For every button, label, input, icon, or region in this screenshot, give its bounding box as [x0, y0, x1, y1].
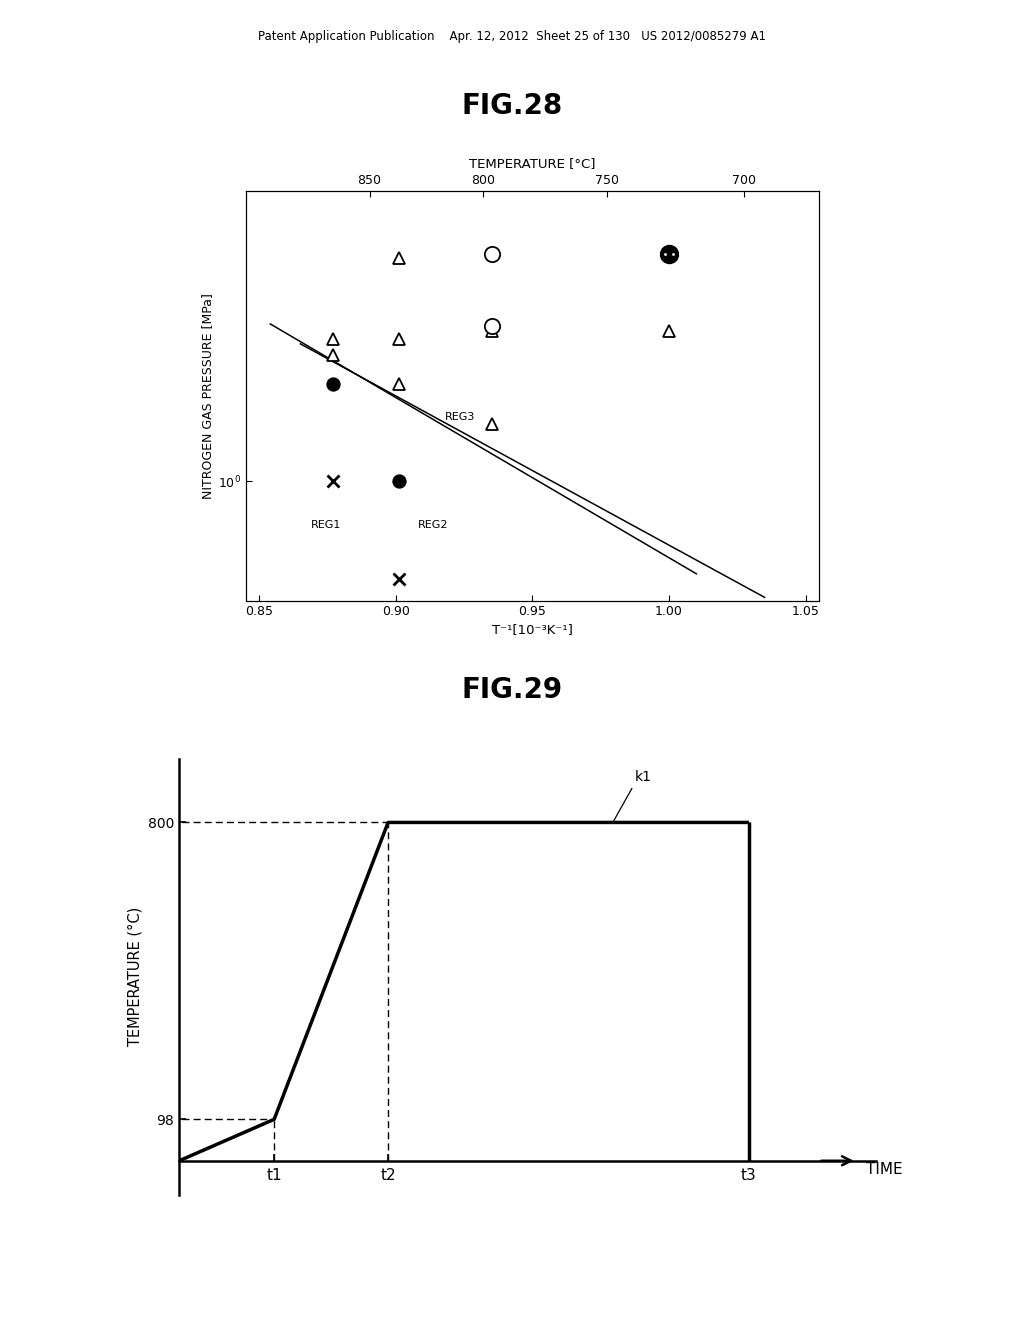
X-axis label: TEMPERATURE [°C]: TEMPERATURE [°C] — [469, 157, 596, 169]
Text: k1: k1 — [635, 771, 652, 784]
Text: FIG.29: FIG.29 — [462, 676, 562, 704]
Y-axis label: NITROGEN GAS PRESSURE [MPa]: NITROGEN GAS PRESSURE [MPa] — [201, 293, 214, 499]
X-axis label: T⁻¹[10⁻³K⁻¹]: T⁻¹[10⁻³K⁻¹] — [493, 623, 572, 636]
Text: REG2: REG2 — [418, 520, 449, 529]
Text: TIME: TIME — [866, 1162, 902, 1176]
Text: Patent Application Publication    Apr. 12, 2012  Sheet 25 of 130   US 2012/00852: Patent Application Publication Apr. 12, … — [258, 30, 766, 44]
Text: REG3: REG3 — [445, 412, 475, 421]
Y-axis label: TEMPERATURE (°C): TEMPERATURE (°C) — [127, 907, 142, 1047]
Text: REG1: REG1 — [311, 520, 342, 529]
Text: FIG.28: FIG.28 — [462, 92, 562, 120]
